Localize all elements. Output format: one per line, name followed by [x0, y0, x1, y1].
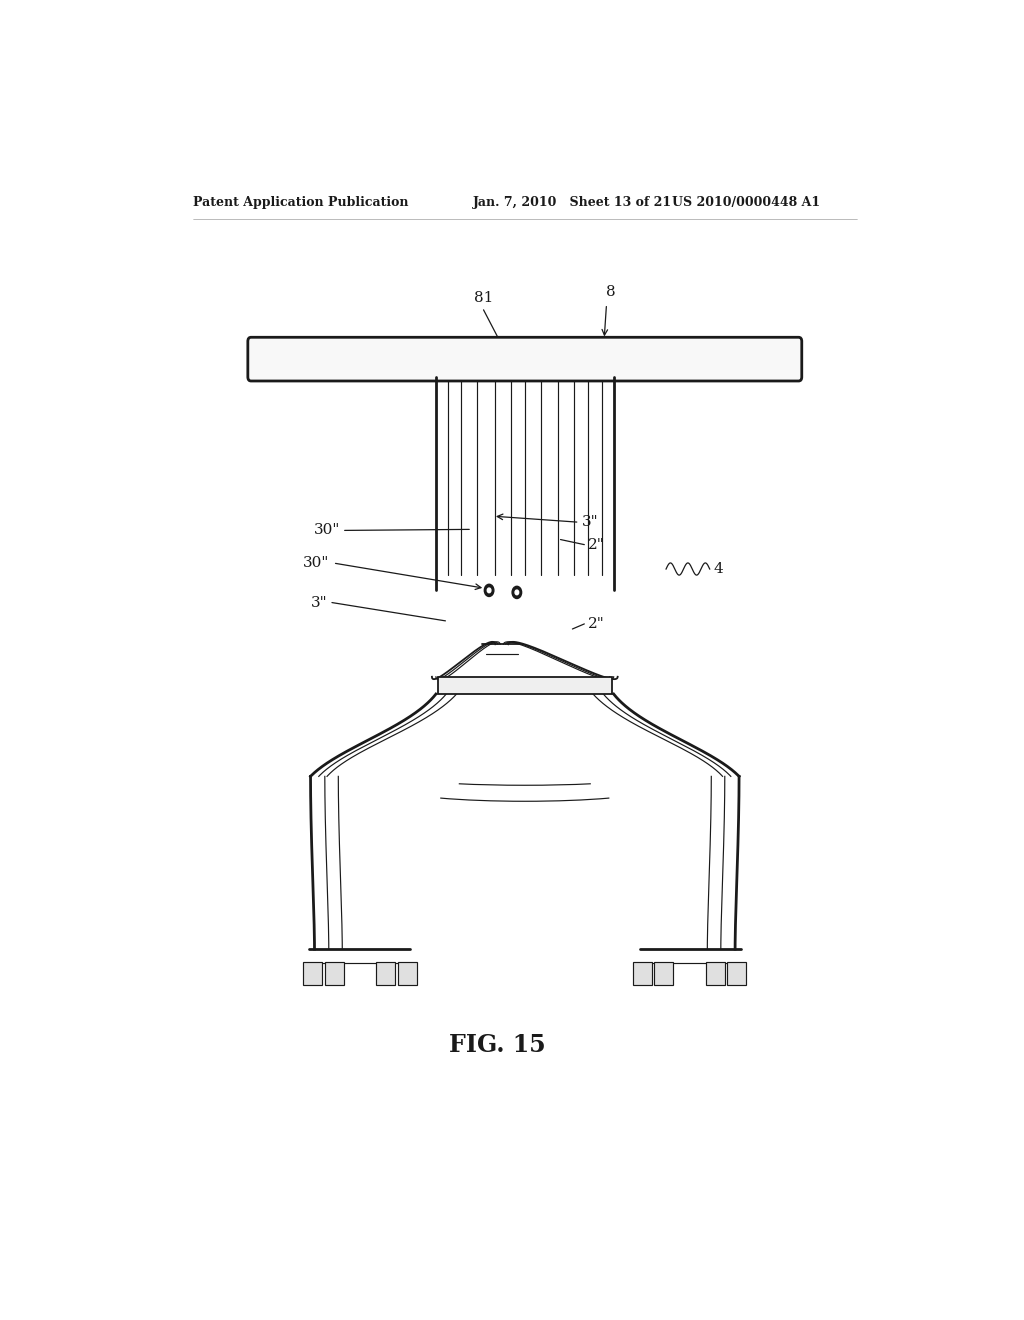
Text: Patent Application Publication: Patent Application Publication: [194, 195, 409, 209]
FancyBboxPatch shape: [248, 338, 802, 381]
FancyBboxPatch shape: [397, 962, 417, 985]
Circle shape: [515, 590, 519, 595]
Text: Jan. 7, 2010   Sheet 13 of 21: Jan. 7, 2010 Sheet 13 of 21: [473, 195, 673, 209]
Text: 30": 30": [314, 524, 341, 537]
FancyBboxPatch shape: [437, 677, 612, 694]
Text: 3": 3": [582, 515, 599, 529]
FancyBboxPatch shape: [633, 962, 652, 985]
Text: US 2010/0000448 A1: US 2010/0000448 A1: [672, 195, 820, 209]
Text: 81: 81: [474, 290, 494, 305]
Text: 2": 2": [588, 616, 605, 631]
FancyBboxPatch shape: [377, 962, 395, 985]
Circle shape: [484, 585, 494, 597]
Text: 30": 30": [302, 556, 329, 570]
Text: 8: 8: [606, 285, 615, 298]
Text: 3": 3": [311, 595, 328, 610]
FancyBboxPatch shape: [654, 962, 673, 985]
FancyBboxPatch shape: [706, 962, 725, 985]
Text: FIG. 15: FIG. 15: [449, 1032, 546, 1057]
Circle shape: [512, 586, 521, 598]
Circle shape: [487, 587, 490, 593]
Text: 4: 4: [714, 562, 723, 576]
FancyBboxPatch shape: [303, 962, 323, 985]
FancyBboxPatch shape: [727, 962, 746, 985]
FancyBboxPatch shape: [325, 962, 344, 985]
Text: 2": 2": [588, 537, 605, 552]
